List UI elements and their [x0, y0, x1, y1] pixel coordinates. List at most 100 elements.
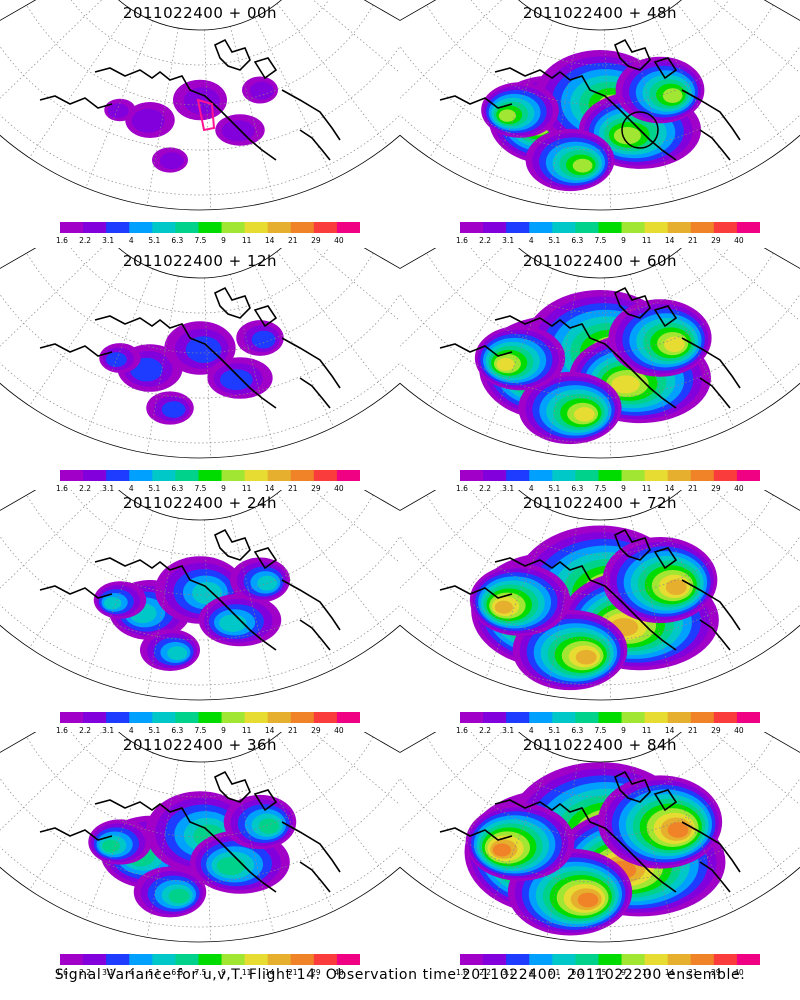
colorbar-tick-label: 6.3: [171, 484, 184, 493]
colorbar-tick-label: 6.3: [571, 968, 584, 977]
colorbar-tick-label: 9: [221, 484, 226, 493]
colorbar-swatch: [483, 470, 507, 481]
colorbar-tick-label: 14: [664, 968, 675, 977]
colorbar-swatch: [667, 222, 692, 233]
observation-circle-marker: [621, 111, 659, 149]
colorbar-swatch: [575, 712, 599, 723]
colorbar-swatch: [713, 222, 738, 233]
colorbar-swatch: [690, 222, 715, 233]
variance-contour: [575, 649, 597, 665]
colorbar-tick-label: 40: [334, 968, 344, 977]
colorbar-tick-label: 40: [334, 726, 344, 735]
latitude-line: [426, 736, 774, 838]
colorbar-swatch: [60, 712, 84, 723]
colorbar-swatch: [129, 954, 153, 965]
colorbar-tick-label: 4: [128, 968, 134, 977]
colorbar-swatch: [129, 470, 153, 481]
coastline: [494, 557, 677, 651]
colorbar-tick-label: 21: [287, 236, 298, 245]
colorbar-swatch: [552, 470, 576, 481]
domain-outline: [0, 490, 400, 701]
longitude-line: [0, 490, 111, 608]
colorbar-swatch: [221, 470, 246, 481]
colorbar-swatch: [336, 470, 360, 481]
forecast-panel: 2011022400 + 72h 1.6 2.2 3.1 4 5.1 6.3 7.5 9 11 14…: [400, 490, 800, 735]
coastline: [213, 286, 251, 319]
panel-title: 2011022400 + 60h: [522, 252, 678, 270]
colorbar-tick-label: 3.1: [502, 484, 515, 493]
colorbar-tick-label: 29: [311, 726, 321, 735]
colorbar-swatch: [736, 712, 760, 723]
colorbar-swatch: [198, 222, 223, 233]
colorbar-swatch: [175, 712, 199, 723]
colorbar-swatch: [667, 470, 692, 481]
variance-field: [400, 0, 800, 210]
colorbar-tick-label: 21: [687, 968, 698, 977]
colorbar-labels: 1.6 2.2 3.1 4 5.1 6.3 7.5 9 11 14 21 29 40: [56, 236, 360, 246]
latitude-line: [426, 4, 774, 106]
colorbar-tick-label: 21: [287, 968, 298, 977]
colorbar-swatch: [336, 954, 360, 965]
panel-title: 2011022400 + 36h: [122, 736, 278, 754]
domain-outline: [400, 248, 800, 459]
coastline: [494, 67, 677, 161]
colorbar-tick-label: 9: [221, 726, 226, 735]
coastline: [653, 57, 678, 80]
colorbar-tick-label: 9: [221, 968, 226, 977]
latitude-line: [26, 736, 374, 838]
colorbar-tick-label: 40: [334, 236, 344, 245]
colorbar-tick-label: 29: [311, 236, 321, 245]
colorbar-tick-label: 5.1: [148, 484, 161, 493]
variance-contour: [251, 330, 276, 349]
panel-title: 2011022400 + 24h: [122, 494, 278, 512]
variance-contour: [498, 109, 517, 122]
coastline: [253, 57, 278, 80]
coastline: [439, 343, 513, 357]
coastline: [299, 377, 331, 409]
colorbar-tick-label: 5.1: [148, 726, 161, 735]
colorbar-tick-label: 1.6: [456, 236, 468, 245]
variance-field: [400, 732, 800, 942]
coastline: [613, 770, 651, 803]
colorbar-tick-label: 21: [287, 484, 298, 493]
coastline: [653, 789, 678, 812]
colorbar-tick-label: 1.6: [456, 726, 468, 735]
coastline: [39, 827, 113, 841]
coastline: [613, 286, 651, 319]
longitude-line: [276, 251, 389, 394]
variance-contour: [577, 892, 599, 908]
coastline: [281, 89, 341, 141]
colorbar-swatch: [460, 222, 484, 233]
latitude-line: [0, 275, 400, 399]
colorbar-tick-label: 14: [664, 484, 675, 493]
colorbar-swatch: [483, 222, 507, 233]
colorbar-tick-label: 11: [241, 236, 252, 245]
domain-outline: [400, 490, 800, 701]
panel-title: 2011022400 + 48h: [522, 4, 678, 22]
colorbar-tick-label: 11: [641, 484, 652, 493]
colorbar-tick-label: 9: [621, 726, 626, 735]
colorbar-swatch: [529, 222, 553, 233]
panel-title: 2011022400 + 72h: [522, 494, 678, 512]
colorbar-tick-label: 4: [128, 236, 134, 245]
colorbar-swatch: [552, 222, 576, 233]
colorbar-swatch: [267, 954, 292, 965]
colorbar-tick-label: 3.1: [102, 726, 115, 735]
colorbar-swatch: [152, 222, 176, 233]
colorbar-swatch: [621, 470, 646, 481]
colorbar-swatch: [129, 712, 153, 723]
colorbar-tick-label: 6.3: [171, 968, 184, 977]
latitude-line: [461, 732, 739, 798]
colorbar-labels: 1.6 2.2 3.1 4 5.1 6.3 7.5 9 11 14 21 29 40: [56, 484, 360, 494]
colorbar-tick-label: 6.3: [571, 484, 584, 493]
variance-contour: [662, 88, 683, 103]
longitude-line: [695, 248, 800, 350]
colorbar-tick-label: 21: [687, 236, 698, 245]
colorbar-labels: 1.6 2.2 3.1 4 5.1 6.3 7.5 9 11 14 21 29 40: [456, 236, 760, 246]
coastline: [281, 821, 341, 873]
colorbar-swatch: [198, 470, 223, 481]
colorbar-swatch: [552, 712, 576, 723]
colorbar-swatch: [506, 954, 530, 965]
map-plot: [0, 732, 400, 943]
coastline: [253, 305, 278, 328]
